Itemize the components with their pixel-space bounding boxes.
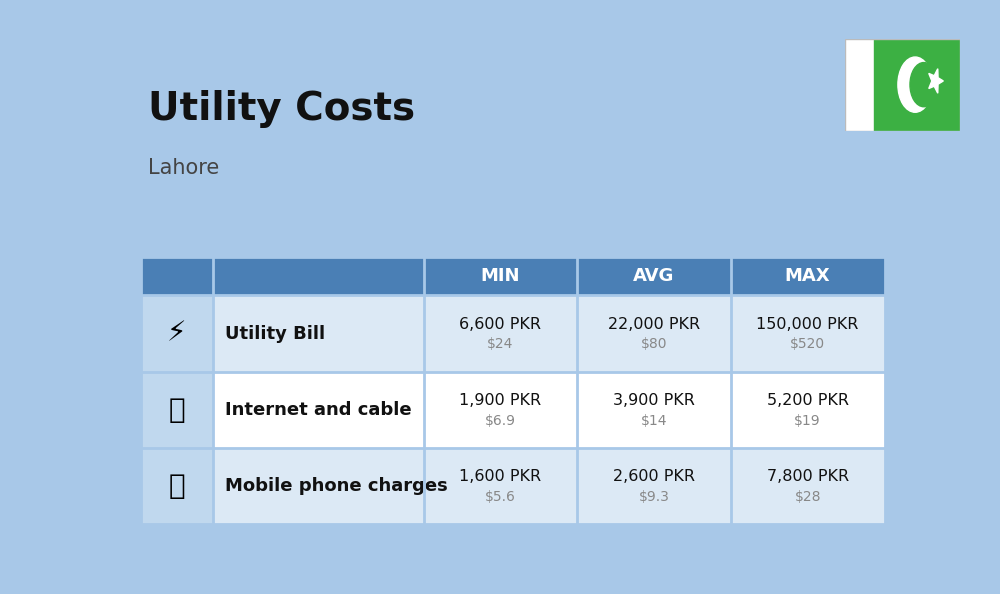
Text: $520: $520 <box>790 337 825 352</box>
Circle shape <box>910 62 938 107</box>
Text: Utility Costs: Utility Costs <box>148 90 415 128</box>
Text: MAX: MAX <box>785 267 830 285</box>
FancyBboxPatch shape <box>140 448 213 524</box>
Text: 150,000 PKR: 150,000 PKR <box>756 317 859 332</box>
Text: $80: $80 <box>641 337 667 352</box>
Text: 1,900 PKR: 1,900 PKR <box>459 393 541 408</box>
Text: $28: $28 <box>794 490 821 504</box>
Text: 22,000 PKR: 22,000 PKR <box>608 317 700 332</box>
Text: ⚡: ⚡ <box>167 320 187 347</box>
Text: Internet and cable: Internet and cable <box>225 401 412 419</box>
Text: $9.3: $9.3 <box>639 490 669 504</box>
FancyBboxPatch shape <box>140 295 213 372</box>
FancyBboxPatch shape <box>140 257 885 295</box>
Text: 1,600 PKR: 1,600 PKR <box>459 469 541 484</box>
Text: 5,200 PKR: 5,200 PKR <box>767 393 849 408</box>
Text: Mobile phone charges: Mobile phone charges <box>225 477 448 495</box>
Text: $24: $24 <box>487 337 514 352</box>
Circle shape <box>898 57 932 112</box>
Text: Utility Bill: Utility Bill <box>225 324 325 343</box>
Text: Lahore: Lahore <box>148 158 220 178</box>
Bar <box>874 39 960 131</box>
Text: $5.6: $5.6 <box>485 490 516 504</box>
Text: $6.9: $6.9 <box>485 413 516 428</box>
Text: 7,800 PKR: 7,800 PKR <box>767 469 849 484</box>
Text: $19: $19 <box>794 413 821 428</box>
Text: 3,900 PKR: 3,900 PKR <box>613 393 695 408</box>
FancyBboxPatch shape <box>213 295 885 372</box>
FancyBboxPatch shape <box>140 372 213 448</box>
FancyBboxPatch shape <box>213 372 885 448</box>
FancyBboxPatch shape <box>213 448 885 524</box>
Text: $14: $14 <box>641 413 667 428</box>
Text: AVG: AVG <box>633 267 675 285</box>
Text: 📱: 📱 <box>169 472 185 500</box>
Text: 6,600 PKR: 6,600 PKR <box>459 317 541 332</box>
Bar <box>845 39 874 131</box>
Text: 2,600 PKR: 2,600 PKR <box>613 469 695 484</box>
Text: MIN: MIN <box>481 267 520 285</box>
Polygon shape <box>929 69 943 93</box>
Text: 📡: 📡 <box>169 396 185 424</box>
